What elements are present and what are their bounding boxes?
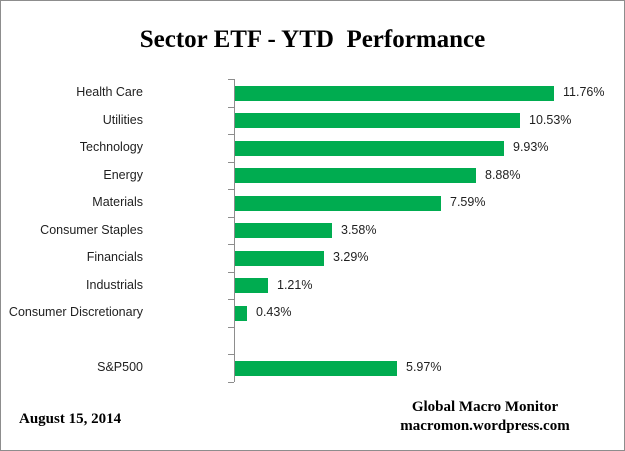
bar-value-label: 11.76% xyxy=(563,85,605,99)
bar xyxy=(235,250,324,266)
axis-tick xyxy=(228,189,234,190)
bar-value-label: 7.59% xyxy=(450,195,486,209)
category-label: Health Care xyxy=(76,85,143,99)
category-axis-line xyxy=(234,79,235,382)
axis-tick xyxy=(228,162,234,163)
axis-tick xyxy=(228,244,234,245)
bar-value-label: 1.21% xyxy=(277,277,313,292)
category-label: Technology xyxy=(79,140,143,154)
bar-row: 8.88% xyxy=(235,162,624,190)
axis-tick xyxy=(228,382,234,383)
category-label: Financials xyxy=(86,250,143,264)
bar-row: 0.43% xyxy=(235,299,624,327)
axis-tick xyxy=(228,327,234,328)
bar-row: 5.97% xyxy=(235,354,624,382)
category-label: Materials xyxy=(92,195,143,209)
bar xyxy=(235,113,520,128)
axis-tick xyxy=(228,354,234,355)
bar-value-label: 5.97% xyxy=(406,360,442,374)
axis-tick xyxy=(228,107,234,108)
axis-tick xyxy=(228,217,234,218)
bar-value-label: 0.43% xyxy=(256,305,292,319)
footer-date: August 15, 2014 xyxy=(19,411,122,427)
bar-value-label: 8.88% xyxy=(485,167,521,182)
bar-row: 1.21% xyxy=(235,272,624,300)
bar-row: 11.76% xyxy=(235,79,624,107)
chart-title: Sector ETF - YTD Performance xyxy=(139,26,486,53)
bar xyxy=(235,140,504,156)
axis-tick xyxy=(228,79,234,80)
category-label: Consumer Discretionary xyxy=(8,305,143,319)
bar-value-label: 10.53% xyxy=(529,112,572,127)
bar-value-label: 9.93% xyxy=(513,140,549,154)
bar xyxy=(235,278,268,293)
bar-value-label: 3.58% xyxy=(341,222,377,237)
bar-row: 10.53% xyxy=(235,107,624,135)
source-name: Global Macro Monitor xyxy=(411,399,559,415)
category-label: Energy xyxy=(103,167,143,182)
plot-area: 11.76% 10.53% 9.93% 8.88% 7.59% 3.58% 3.… xyxy=(228,79,624,383)
bar xyxy=(235,223,332,238)
bar-row: 9.93% xyxy=(235,134,624,162)
bar xyxy=(235,168,476,183)
bar xyxy=(235,195,441,211)
bar xyxy=(235,305,247,321)
source-url: macromon.wordpress.com xyxy=(400,417,570,434)
axis-tick xyxy=(228,272,234,273)
bar-row: 3.58% xyxy=(235,217,624,245)
bar xyxy=(235,360,397,376)
category-label xyxy=(1,327,143,355)
axis-tick xyxy=(228,134,234,135)
axis-tick xyxy=(228,299,234,300)
bar-row: 3.29% xyxy=(235,244,624,272)
category-label: Industrials xyxy=(86,277,143,292)
bar-row: 7.59% xyxy=(235,189,624,217)
bar-value-label: 3.29% xyxy=(333,250,369,264)
footer-source: Global Macro Monitor macromon.wordpress.… xyxy=(360,398,610,435)
category-label: S&P500 xyxy=(97,360,143,374)
category-label: Consumer Staples xyxy=(40,222,143,237)
category-label: Utilities xyxy=(102,112,143,127)
bar xyxy=(235,85,554,101)
